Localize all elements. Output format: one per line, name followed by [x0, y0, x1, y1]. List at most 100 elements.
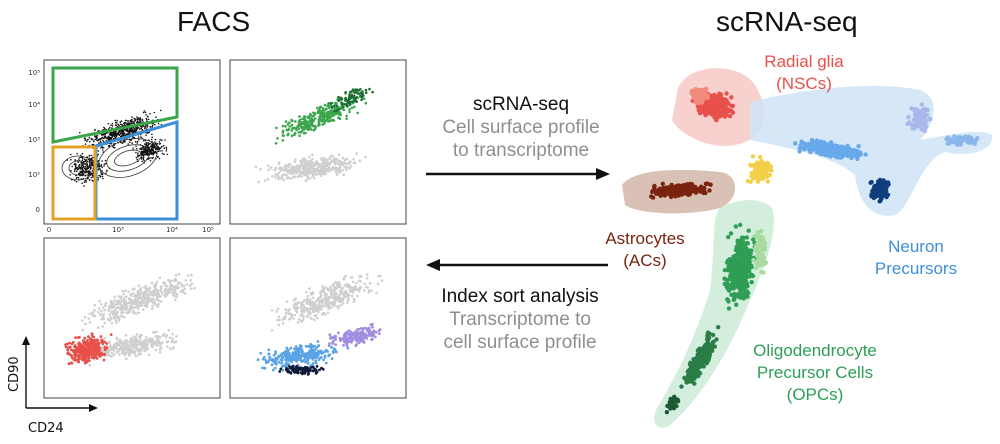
grey-cell-dot — [101, 315, 105, 318]
facs-event-dot — [113, 132, 115, 135]
radial-glia-cell-dot — [729, 95, 734, 100]
green-cell-dot — [362, 97, 366, 100]
facs-event-dot — [124, 122, 127, 124]
purple-cell-dot — [372, 333, 375, 336]
grey-cell-dot — [324, 313, 327, 316]
grey-cell-dot — [287, 162, 291, 166]
grey-cell-dot — [276, 318, 279, 322]
grey-cell-dot — [139, 334, 142, 337]
facs-event-dot — [102, 139, 104, 142]
navy-cell-dot — [299, 368, 302, 371]
green-cell-dot — [346, 104, 349, 108]
grey-cell-dot — [302, 303, 305, 307]
facs-event-dot — [165, 148, 168, 150]
facs-event-dot — [154, 151, 157, 153]
astrocyte-cell-dot — [702, 185, 707, 191]
blue-cell-dot — [284, 358, 287, 361]
grey-cell-dot — [119, 307, 122, 310]
green-cell-dot — [359, 92, 363, 95]
astrocyte-cell-dot — [687, 192, 692, 197]
grey-cell-dot — [107, 348, 111, 352]
grey-cell-dot — [335, 296, 338, 300]
blue-cell-dot — [304, 354, 308, 358]
purple-cell-dot — [357, 327, 361, 331]
grey-cell-dot — [305, 297, 309, 301]
grey-cell-dot — [345, 168, 348, 171]
purple-cell-dot — [369, 333, 372, 336]
red-cell-dot — [70, 356, 74, 360]
grey-cell-dot — [157, 292, 161, 296]
grey-cell-dot — [103, 321, 107, 325]
blue-cell-dot — [330, 357, 334, 360]
green-cell-dot — [332, 104, 336, 108]
green-cell-dot — [303, 117, 306, 120]
grey-cell-dot — [322, 298, 325, 301]
facs-event-dot — [74, 165, 77, 168]
grey-cell-dot — [346, 284, 349, 287]
facs-event-dot — [146, 145, 149, 147]
red-cell-dot — [74, 336, 77, 340]
facs-event-dot — [105, 172, 107, 174]
red-cell-dot — [88, 337, 92, 341]
grey-cell-dot — [276, 307, 280, 311]
grey-cell-dot — [188, 284, 192, 288]
facs-event-dot — [152, 153, 155, 155]
grey-cell-dot — [175, 335, 178, 338]
grey-cell-dot — [113, 310, 116, 314]
facs-event-dot — [101, 136, 103, 139]
red-cell-dot — [92, 335, 96, 339]
contour-lines — [61, 138, 158, 181]
facs-event-dot — [113, 137, 115, 140]
grey-cell-dot — [146, 297, 149, 301]
grey-cell-dot — [107, 309, 110, 312]
blue-cell-dot — [309, 352, 313, 356]
facs-event-dot — [134, 118, 137, 120]
grey-cell-dot — [332, 303, 335, 307]
green-cell-dot — [339, 96, 343, 100]
astrocyte-cell-dot — [708, 182, 713, 187]
green-cell-dot — [298, 134, 301, 138]
purple-cell-dot — [354, 338, 358, 342]
grey-cell-dot — [311, 169, 315, 172]
grey-cell-dot — [159, 300, 163, 303]
blue-cell-dot — [281, 365, 284, 368]
grey-cell-dot — [350, 294, 354, 298]
facs-event-dot — [84, 143, 87, 145]
green-cell-dot — [325, 107, 328, 111]
grey-cell-dot — [302, 308, 306, 312]
facs-event-dot — [141, 125, 144, 127]
grey-cell-dot — [274, 176, 277, 179]
facs-event-dot — [109, 126, 111, 129]
facs-event-dot — [91, 143, 93, 146]
grey-cell-dot — [81, 328, 84, 332]
astrocyte-cell-dot — [669, 182, 674, 188]
facs-event-dot — [81, 182, 83, 185]
purple-cell-dot — [346, 330, 349, 334]
neuron-cell-dot — [793, 141, 798, 146]
grey-cell-dot — [338, 293, 342, 296]
grey-cell-dot — [306, 315, 309, 319]
grey-cell-dot — [309, 159, 313, 163]
facs-event-dot — [132, 147, 134, 149]
facs-event-dot — [127, 120, 129, 122]
red-cell-dot — [78, 335, 81, 339]
grey-cell-dot — [129, 293, 132, 296]
grey-cell-dot — [316, 316, 319, 320]
facs-event-dot — [126, 130, 128, 132]
navy-cell-dot — [304, 368, 308, 372]
grey-cell-dot — [124, 308, 127, 312]
facs-event-dot — [116, 119, 118, 122]
green-cell-dot — [348, 93, 351, 97]
facs-event-dot — [80, 162, 83, 164]
facs-event-dot — [140, 136, 142, 138]
radial-glia-cell-dot — [720, 108, 725, 113]
facs-event-dot — [73, 170, 76, 173]
grey-cell-dot — [313, 176, 316, 180]
red-cell-dot — [103, 345, 107, 349]
green-cell-dot — [354, 99, 358, 103]
facs-event-dot — [125, 133, 128, 135]
green-cell-dot — [316, 111, 320, 114]
grey-cell-dot — [330, 160, 333, 164]
facs-event-dot — [91, 174, 94, 177]
grey-cell-dot — [184, 279, 188, 282]
